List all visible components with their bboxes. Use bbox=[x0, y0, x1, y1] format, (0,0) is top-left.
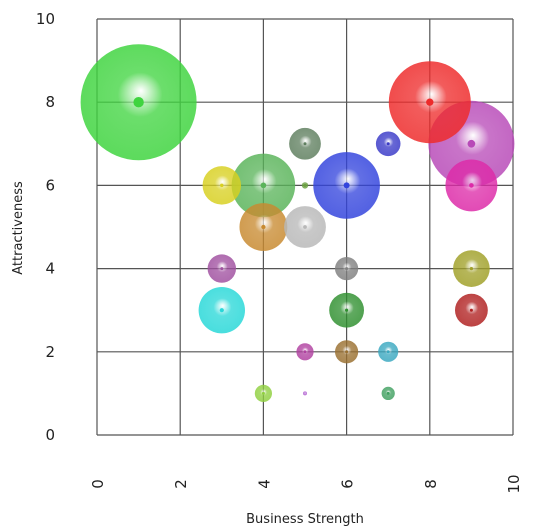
bubble-core bbox=[133, 96, 144, 108]
x-tick-label: 2 bbox=[172, 479, 190, 489]
x-tick-label: 4 bbox=[255, 479, 273, 489]
bubble-core bbox=[303, 350, 307, 354]
ticks: 0 2 4 6 8 10 0 2 4 6 8 10 bbox=[36, 10, 523, 494]
bubble-core bbox=[303, 225, 307, 229]
y-tick-label: 6 bbox=[45, 176, 55, 194]
x-axis-title: Business Strength bbox=[246, 512, 364, 527]
bubble-core bbox=[343, 182, 350, 189]
y-tick-label: 8 bbox=[45, 93, 55, 111]
bubble-core bbox=[469, 183, 474, 188]
bubble-core bbox=[261, 391, 265, 395]
bubble-core bbox=[386, 391, 390, 395]
y-tick-label: 0 bbox=[45, 426, 55, 444]
y-tick-label: 2 bbox=[45, 343, 55, 361]
bubble-core bbox=[345, 308, 349, 312]
x-tick-label: 10 bbox=[505, 474, 523, 493]
y-axis-title: Attractiveness bbox=[11, 181, 26, 275]
x-tick-label: 6 bbox=[339, 479, 357, 489]
bubble-core bbox=[345, 350, 349, 354]
bubble-core bbox=[219, 308, 224, 313]
bubble bbox=[303, 391, 307, 396]
bubble-core bbox=[469, 308, 473, 312]
bubble-core bbox=[469, 266, 474, 271]
bubble-core bbox=[260, 182, 267, 189]
bubble-core bbox=[220, 267, 224, 271]
bubble-core bbox=[467, 139, 476, 148]
y-tick-label: 10 bbox=[36, 10, 55, 28]
bubble-core bbox=[303, 183, 307, 187]
bubble-core bbox=[261, 224, 266, 230]
x-tick-label: 0 bbox=[89, 479, 107, 489]
bubble-core bbox=[426, 98, 434, 106]
bubbles bbox=[80, 44, 515, 403]
bubble-core bbox=[386, 350, 390, 354]
bubble-core bbox=[303, 142, 307, 146]
x-tick-label: 8 bbox=[422, 479, 440, 489]
bubble-core bbox=[220, 183, 224, 188]
y-tick-label: 4 bbox=[45, 260, 55, 278]
bubble-core bbox=[345, 267, 349, 271]
bubble-core bbox=[386, 142, 390, 146]
